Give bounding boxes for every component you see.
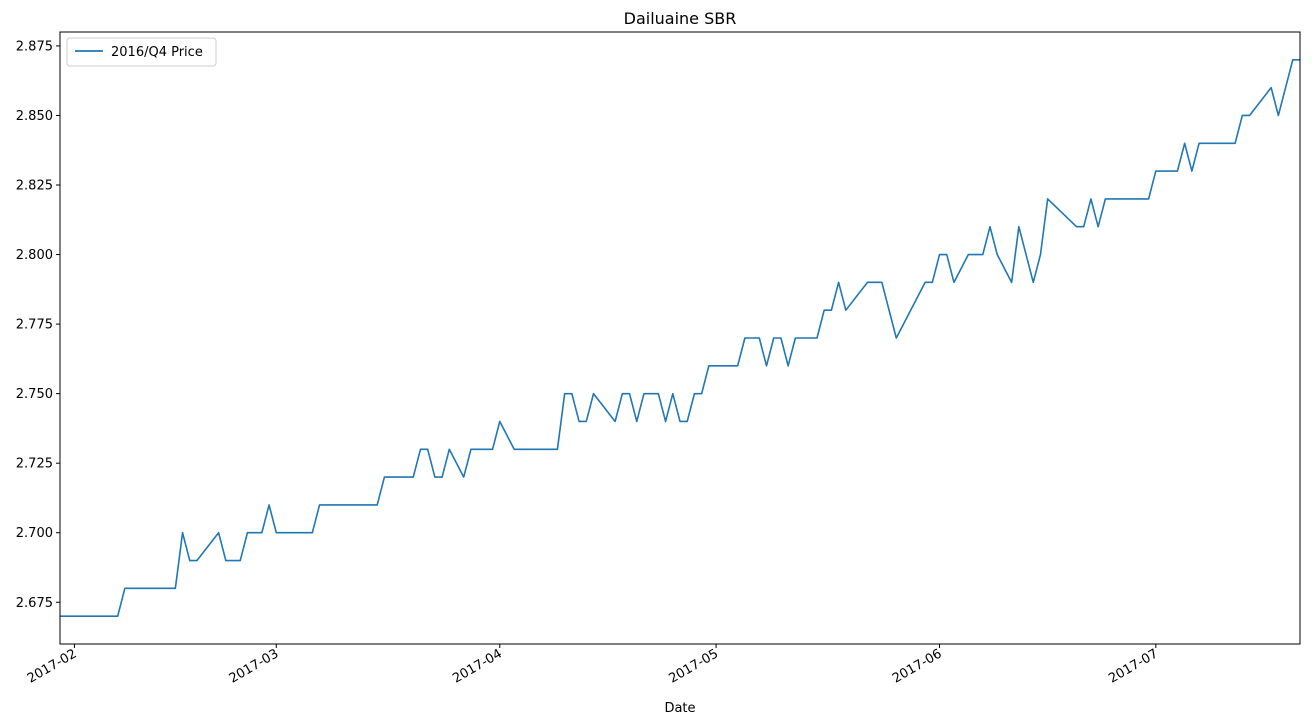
x-axis: 2017-02 2017-03 2017-04 2017-05 2017-06 2017-… [25, 644, 1161, 687]
x-tick-label: 2017-04 [450, 646, 505, 686]
y-tick-label: 2.775 [16, 318, 53, 333]
y-tick-label: 2.875 [16, 39, 53, 54]
legend: 2016/Q4 Price [66, 37, 217, 67]
x-tick-label: 2017-07 [1106, 646, 1161, 686]
x-axis-label: Date [664, 701, 695, 716]
plot-frame [59, 31, 1301, 645]
y-tick-label: 2.750 [16, 387, 53, 402]
x-tick-label: 2017-05 [666, 646, 721, 686]
y-tick-label: 2.800 [16, 248, 53, 263]
y-axis: 2.675 2.700 2.725 2.750 2.775 2.800 2.825 2.850… [16, 39, 60, 611]
y-tick-label: 2.700 [16, 526, 53, 541]
x-tick-label: 2017-06 [890, 646, 945, 686]
y-tick-label: 2.725 [16, 457, 53, 472]
y-tick-label: 2.825 [16, 179, 53, 194]
y-tick-label: 2.850 [16, 109, 53, 124]
legend-box [66, 37, 217, 67]
x-tick-label: 2017-02 [25, 646, 80, 686]
series-layer [60, 59, 1300, 617]
y-tick-label: 2.675 [16, 596, 53, 611]
chart-title: Dailuaine SBR [624, 9, 737, 28]
legend-label: 2016/Q4 Price [111, 45, 203, 60]
x-tick-label: 2017-03 [227, 646, 282, 686]
series-line-0 [60, 59, 1300, 617]
